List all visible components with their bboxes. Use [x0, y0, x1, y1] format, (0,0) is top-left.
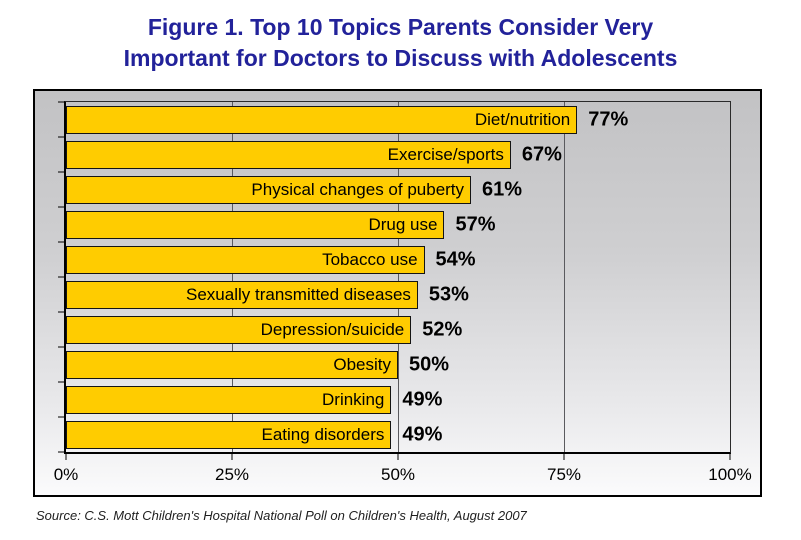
bar-value: 67%	[521, 143, 562, 165]
bar: Tobacco use	[66, 245, 425, 274]
gridline	[232, 102, 233, 452]
bar: Exercise/sports	[66, 140, 511, 169]
y-axis-tick	[58, 206, 64, 208]
bar-row: Drinking 49%	[66, 382, 730, 417]
bar-value: 54%	[435, 248, 476, 270]
bar-label: Depression/suicide	[260, 319, 405, 339]
source-citation: Source: C.S. Mott Children's Hospital Na…	[36, 508, 527, 523]
bar-value: 49%	[402, 423, 443, 445]
gridline	[398, 102, 399, 452]
x-axis-tick	[729, 454, 731, 460]
bar-row: Drug use 57%	[66, 207, 730, 242]
x-tick-label: 100%	[708, 465, 752, 484]
x-axis-tick	[65, 454, 67, 460]
y-axis-tick	[58, 101, 64, 103]
plot-area: 0% 25% 50% 75% 100% Diet/nutrition 77% Exercise…	[54, 101, 752, 484]
bar-row: Eating disorders 49%	[66, 417, 730, 452]
x-tick-label: 25%	[214, 465, 250, 484]
bar-value: 49%	[402, 388, 443, 410]
bar-label: Sexually transmitted diseases	[186, 284, 411, 304]
y-axis-tick	[58, 346, 64, 348]
bar: Diet/nutrition	[66, 105, 578, 134]
bar-value: 61%	[482, 178, 523, 200]
bar-row: Diet/nutrition 77%	[66, 102, 730, 137]
bar: Drinking	[66, 385, 392, 414]
bar-row: Tobacco use 54%	[66, 242, 730, 277]
bar-label: Drug use	[368, 214, 438, 234]
bar: Depression/suicide	[66, 315, 412, 344]
bar-label: Diet/nutrition	[474, 109, 571, 129]
y-axis-tick	[58, 136, 64, 138]
y-axis-tick	[58, 171, 64, 173]
bar-row: Depression/suicide 52%	[66, 312, 730, 347]
bar-label: Obesity	[333, 354, 391, 374]
figure-title-line1: Figure 1. Top 10 Topics Parents Consider…	[147, 14, 654, 40]
bar: Drug use	[66, 210, 445, 239]
bar-value: 53%	[428, 283, 469, 305]
y-axis-tick	[58, 416, 64, 418]
bar-value: 50%	[409, 353, 450, 375]
figure-title-line2: Important for Doctors to Discuss with Ad…	[123, 45, 678, 71]
bar-label: Tobacco use	[322, 249, 418, 269]
bar-row: Physical changes of puberty 61%	[66, 172, 730, 207]
bar-label: Physical changes of puberty	[251, 179, 465, 199]
bar: Eating disorders	[66, 420, 392, 449]
x-tick-label: 50%	[380, 465, 416, 484]
bar-label: Exercise/sports	[387, 144, 504, 164]
figure-title: Figure 1. Top 10 Topics Parents Consider…	[0, 12, 801, 74]
x-axis-tick	[563, 454, 565, 460]
gridline	[564, 102, 565, 452]
bar: Sexually transmitted diseases	[66, 280, 418, 309]
x-axis-tick	[397, 454, 399, 460]
bar: Physical changes of puberty	[66, 175, 472, 204]
bar-label: Eating disorders	[261, 424, 385, 444]
y-axis-tick	[58, 381, 64, 383]
x-axis-tick	[231, 454, 233, 460]
bar-value: 52%	[422, 318, 463, 340]
y-axis-tick	[58, 451, 64, 453]
bar-row: Exercise/sports 67%	[66, 137, 730, 172]
x-tick-label: 75%	[546, 465, 582, 484]
bar-row: Sexually transmitted diseases 53%	[66, 277, 730, 312]
bar: Obesity	[66, 350, 398, 379]
bar-row: Obesity 50%	[66, 347, 730, 382]
y-axis-tick	[58, 241, 64, 243]
bar-value: 77%	[588, 108, 629, 130]
y-axis-tick	[58, 311, 64, 313]
bar-value: 57%	[455, 213, 496, 235]
bar-label: Drinking	[322, 389, 385, 409]
x-tick-label: 0%	[53, 465, 79, 484]
y-axis-tick	[58, 276, 64, 278]
chart-area: 0% 25% 50% 75% 100% Diet/nutrition 77% Exercise…	[33, 89, 762, 497]
